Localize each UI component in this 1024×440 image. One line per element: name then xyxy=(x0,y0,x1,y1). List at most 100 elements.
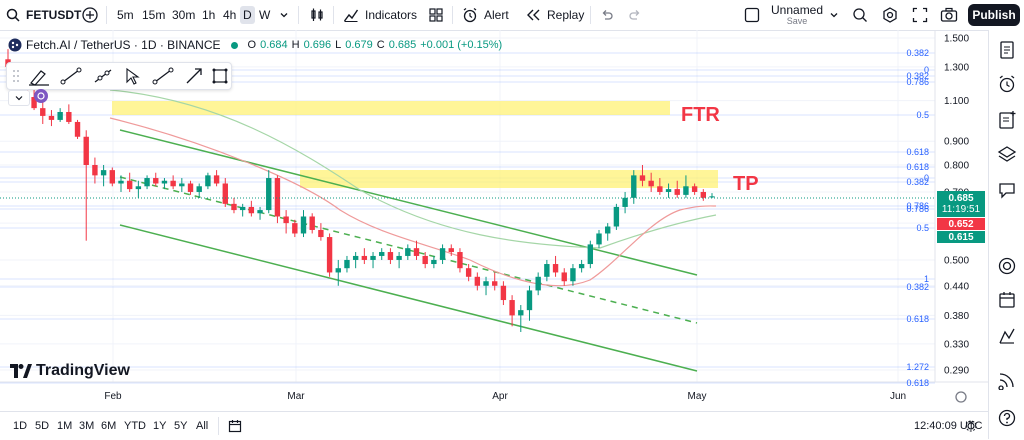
replay-label: Replay xyxy=(547,8,585,22)
price-tick-label: 0.800 xyxy=(944,160,969,171)
fib-level-label: 0 xyxy=(924,65,929,75)
range-5y[interactable]: 5Y xyxy=(174,420,188,432)
range-3m[interactable]: 3M xyxy=(79,420,95,432)
brush-icon[interactable] xyxy=(29,70,49,86)
goto-date-button[interactable] xyxy=(228,412,242,440)
gear-icon xyxy=(883,7,897,23)
rectangle-icon[interactable] xyxy=(212,68,228,84)
trend-line-icon[interactable] xyxy=(60,67,82,85)
candle-body xyxy=(439,248,446,260)
time-tick-label: Mar xyxy=(287,391,305,402)
interval-1h[interactable]: 1h xyxy=(202,8,216,22)
symbol-search-button[interactable]: FETUSDT xyxy=(6,0,81,30)
calendar-icon[interactable] xyxy=(997,290,1017,310)
interval-dropdown[interactable] xyxy=(279,0,289,30)
price-chart[interactable]: FTR TP 1.5001.3001.1000.9000.8000.7000.6… xyxy=(0,30,988,411)
chat-icon[interactable] xyxy=(997,180,1017,200)
settings-button[interactable] xyxy=(965,412,977,440)
ray-icon[interactable] xyxy=(94,69,112,83)
legend-title[interactable]: Fetch.AI / TetherUS · 1D · BINANCE xyxy=(26,38,221,52)
candle-body xyxy=(40,108,46,116)
publish-button[interactable]: Publish xyxy=(968,4,1020,26)
redo-button[interactable] xyxy=(628,0,642,30)
coin-logo-icon xyxy=(8,38,22,52)
quick-search-button[interactable] xyxy=(852,0,868,30)
search-icon xyxy=(6,8,20,22)
object-tree-button[interactable] xyxy=(34,89,48,103)
candle-body xyxy=(648,180,654,187)
range-all[interactable]: All xyxy=(196,420,209,432)
chart-type-button[interactable] xyxy=(309,0,325,30)
drawing-toolbar xyxy=(6,62,232,90)
watchlist-icon[interactable] xyxy=(997,40,1017,60)
candle-body xyxy=(631,175,637,198)
high-value: 0.696 xyxy=(303,39,332,51)
candle-body xyxy=(361,255,368,260)
range-1y[interactable]: 1Y xyxy=(153,420,167,432)
fib-level-label: 0.382 xyxy=(906,48,929,58)
tradingview-logo: TradingView xyxy=(10,362,130,380)
interval-4h[interactable]: 4h xyxy=(223,8,237,22)
indicators-label: Indicators xyxy=(365,8,418,22)
range-6m[interactable]: 6M xyxy=(101,420,117,432)
range-1m[interactable]: 1M xyxy=(57,420,73,432)
layers-icon[interactable] xyxy=(997,144,1017,164)
interval-15m[interactable]: 15m xyxy=(142,8,166,22)
layout-dropdown[interactable] xyxy=(829,0,839,30)
drag-handle-icon[interactable] xyxy=(13,70,19,82)
add-symbol-button[interactable] xyxy=(82,0,98,30)
candle-body xyxy=(370,255,376,260)
settings-button[interactable] xyxy=(882,0,898,30)
broadcast-icon[interactable] xyxy=(997,370,1017,390)
range-5d[interactable]: 5D xyxy=(35,420,50,432)
candle-body xyxy=(161,180,168,184)
range-1d[interactable]: 1D xyxy=(13,420,28,432)
notes-plus-icon[interactable] xyxy=(997,110,1017,130)
hotlist-target-icon[interactable] xyxy=(997,256,1017,276)
axis-settings-button[interactable] xyxy=(955,391,967,403)
fib-level-label: 0.382 xyxy=(906,71,929,81)
ideas-stream-icon[interactable] xyxy=(997,326,1017,346)
replay-button[interactable]: Replay xyxy=(525,0,584,30)
alarm-clock-icon xyxy=(463,8,477,23)
candle-body xyxy=(213,175,220,184)
divider xyxy=(590,6,591,24)
divider xyxy=(452,6,453,24)
market-status-dot xyxy=(230,41,238,49)
indicators-button[interactable]: Indicators xyxy=(343,0,417,30)
interval-30m[interactable]: 30m xyxy=(172,8,196,22)
candle-body xyxy=(83,136,89,165)
fullscreen-button[interactable] xyxy=(912,0,928,30)
alerts-clock-icon[interactable] xyxy=(997,74,1017,94)
gear-icon xyxy=(955,391,967,403)
collapse-legend-button[interactable] xyxy=(8,90,30,106)
snapshot-button[interactable] xyxy=(940,0,958,30)
layout-select-checkbox[interactable] xyxy=(744,0,760,30)
ftr-label: FTR xyxy=(681,104,720,126)
divider xyxy=(298,6,299,24)
line-segment-icon[interactable] xyxy=(152,67,174,85)
utc-clock[interactable]: 12:40:09 UTC xyxy=(914,420,983,432)
interval-w[interactable]: W xyxy=(259,8,271,22)
time-tick-label: Feb xyxy=(104,391,122,402)
help-icon[interactable] xyxy=(997,408,1017,428)
candle-body xyxy=(274,178,281,217)
fibonacci-levels xyxy=(0,52,935,384)
time-axis[interactable]: Feb Mar Apr May Jun xyxy=(104,391,906,402)
fib-level-label: 0.5 xyxy=(916,110,929,120)
arrow-icon[interactable] xyxy=(186,68,202,84)
candle-body xyxy=(352,255,359,260)
candle-body xyxy=(48,115,55,120)
range-ytd[interactable]: YTD xyxy=(124,420,146,432)
cursor-icon[interactable] xyxy=(126,67,140,85)
candle-body xyxy=(683,186,689,195)
low-label: L xyxy=(335,39,342,51)
grid-icon xyxy=(429,8,443,22)
interval-5m[interactable]: 5m xyxy=(117,8,134,22)
layout-name-button[interactable]: Unnamed Save xyxy=(771,0,823,30)
interval-d[interactable]: D xyxy=(240,6,255,24)
templates-button[interactable] xyxy=(428,0,444,30)
calendar-goto-icon xyxy=(228,420,242,433)
undo-button[interactable] xyxy=(600,0,614,30)
alert-button[interactable]: Alert xyxy=(462,0,509,30)
